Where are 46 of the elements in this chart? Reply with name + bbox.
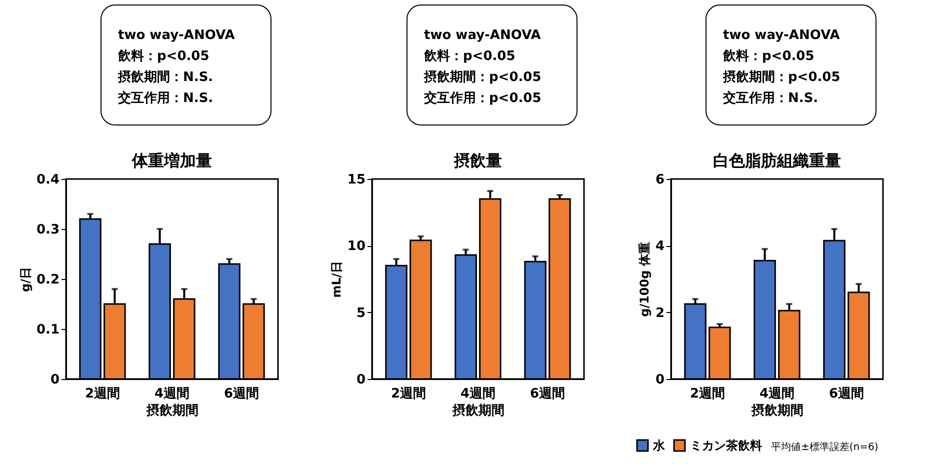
legend-label: 水 [652,438,666,453]
y-tick-label: 5 [356,306,366,321]
text: 飲料：p<0.05 [117,49,210,64]
y-tick-label: 15 [347,172,366,188]
y-tick-label: 0.2 [36,272,60,288]
text: two way-ANOVA [118,28,235,43]
x-tick-label: 2週間 [690,386,726,402]
y-tick-label: 0.1 [36,322,60,338]
chart-title: 白色脂肪組織重量 [713,151,841,170]
x-tick-label: 6週間 [530,386,566,402]
y-tick-label: 0 [356,372,366,388]
x-tick-label: 4週間 [154,386,190,402]
text: 交互作用：N.S. [722,90,818,106]
legend-label: ミカン茶飲料 [690,438,762,453]
text: 飲料：p<0.05 [423,49,516,64]
y-tick-label: 0 [655,372,664,388]
x-axis-title: 摂飲期間 [146,404,198,418]
y-tick-label: 10 [347,239,366,254]
y-tick-label: 0.3 [36,222,60,238]
y-axis-title: mL/日 [329,261,344,298]
text: 飲料：p<0.05 [722,49,814,64]
y-tick-label: 0 [50,372,60,388]
y-axis-title: g/日 [18,267,32,292]
y-tick-label: 4 [655,239,664,254]
chart-title: 体重増加量 [131,151,212,170]
x-tick-label: 2週間 [390,386,426,402]
text: two way-ANOVA [424,28,541,43]
y-tick-label: 2 [655,306,664,321]
x-axis-title: 摂飲期間 [452,404,504,418]
text: 摂飲期間：p<0.05 [423,70,542,85]
x-axis-title: 摂飲期間 [750,404,804,418]
x-tick-label: 2週間 [84,386,120,402]
text: 交互作用：N.S. [117,90,214,106]
y-axis-title: g/100g 体重 [637,242,652,317]
x-tick-label: 4週間 [460,386,496,402]
text: 摂飲期間：N.S. [117,70,214,85]
chart-title: 摂飲量 [453,151,502,170]
text: 摂飲期間：p<0.05 [722,70,840,85]
text: 交互作用：p<0.05 [423,90,542,106]
x-tick-label: 6週間 [224,386,260,402]
text: 平均値±標準誤差(n=6) [771,441,878,453]
text: two way-ANOVA [723,28,840,43]
x-tick-label: 6週間 [828,386,864,402]
y-tick-label: 6 [655,172,664,188]
y-tick-label: 0.4 [36,172,60,188]
x-tick-label: 4週間 [759,386,795,402]
